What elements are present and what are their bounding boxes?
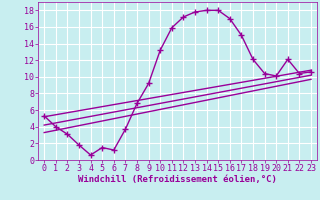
- X-axis label: Windchill (Refroidissement éolien,°C): Windchill (Refroidissement éolien,°C): [78, 175, 277, 184]
